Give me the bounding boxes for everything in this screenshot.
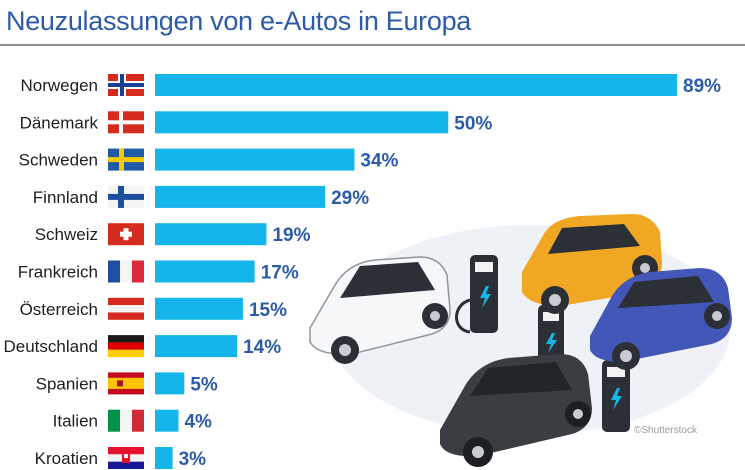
image-credit: ©Shutterstock xyxy=(634,425,697,436)
category-label: Norwegen xyxy=(21,76,99,95)
value-label: 15% xyxy=(249,300,287,321)
charging-station-icon xyxy=(602,360,630,432)
value-label: 19% xyxy=(272,225,310,246)
chart-title: Neuzulassungen von e-Autos in Europa xyxy=(6,6,472,36)
value-label: 34% xyxy=(360,151,398,172)
category-label: Kroatien xyxy=(35,449,98,468)
bar xyxy=(155,111,449,134)
blue-car-icon xyxy=(590,268,732,370)
bar xyxy=(155,297,243,320)
value-label: 14% xyxy=(243,337,281,358)
value-label: 3% xyxy=(179,449,207,470)
value-label: 29% xyxy=(331,188,369,209)
bar xyxy=(155,409,179,432)
flag-germany-icon xyxy=(108,335,144,358)
flag-austria-icon xyxy=(108,297,144,320)
category-label: Deutschland xyxy=(3,337,98,356)
charging-station-icon xyxy=(455,255,498,334)
electric-cars-charging-illustration xyxy=(309,214,732,467)
bar xyxy=(155,447,173,469)
value-label: 5% xyxy=(190,374,218,395)
title-divider xyxy=(0,44,745,46)
flag-spain-icon xyxy=(108,372,144,395)
black-car-icon xyxy=(440,354,592,467)
category-label: Finnland xyxy=(33,188,98,207)
bar xyxy=(155,372,185,395)
flag-italy-icon xyxy=(108,409,144,432)
flag-croatia-icon xyxy=(108,447,144,469)
value-label: 17% xyxy=(261,263,299,284)
bar xyxy=(155,223,267,246)
flag-france-icon xyxy=(108,260,144,283)
flag-sweden-icon xyxy=(108,148,144,171)
bar xyxy=(155,335,238,358)
value-label: 50% xyxy=(454,113,492,134)
bar xyxy=(155,74,677,96)
flag-finland-icon xyxy=(108,185,144,208)
category-label: Frankreich xyxy=(18,263,98,282)
bar xyxy=(155,185,326,208)
flag-denmark-icon xyxy=(108,111,144,134)
category-label: Italien xyxy=(53,412,98,431)
white-car-icon xyxy=(309,256,451,364)
value-label: 4% xyxy=(184,412,212,433)
value-label: 89% xyxy=(683,76,721,97)
category-label: Schweiz xyxy=(35,225,98,244)
flag-switzerland-icon xyxy=(108,223,144,246)
category-label: Schweden xyxy=(19,151,98,170)
category-label: Österreich xyxy=(20,300,98,319)
category-label: Dänemark xyxy=(20,113,99,132)
category-label: Spanien xyxy=(36,374,98,393)
bar xyxy=(155,148,355,171)
flag-norway-icon xyxy=(108,74,144,96)
bar xyxy=(155,260,255,283)
